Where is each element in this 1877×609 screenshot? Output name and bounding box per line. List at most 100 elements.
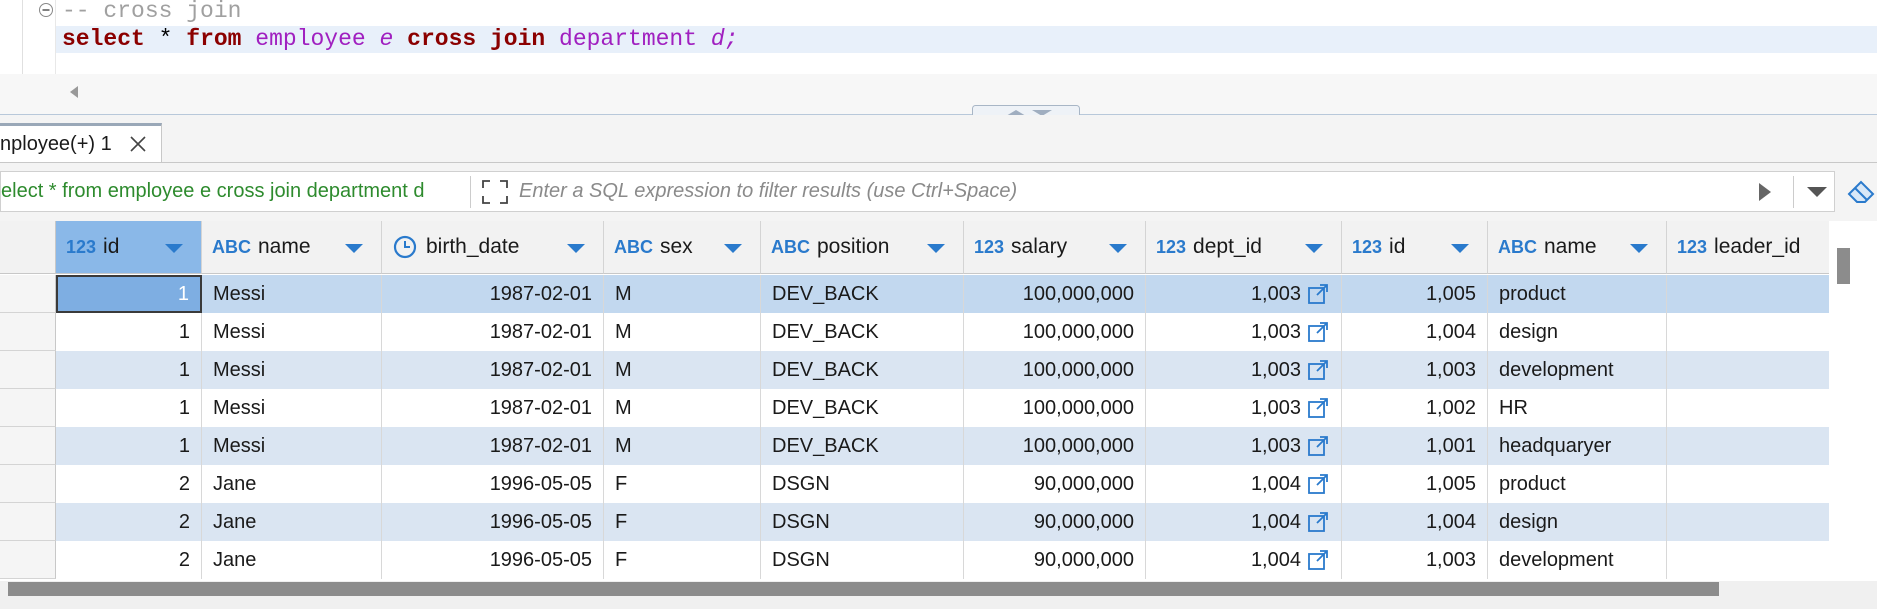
cell[interactable]: headquaryer [1488,427,1667,465]
cell[interactable]: DSGN [761,465,964,503]
cell[interactable]: 1,002 [1342,389,1488,427]
cell[interactable]: Jane [202,465,382,503]
row-header[interactable] [0,275,56,313]
cell[interactable]: 1 [56,427,202,465]
row-header[interactable] [0,389,56,427]
cell[interactable]: development [1488,541,1667,579]
cell[interactable]: 1987-02-01 [382,427,604,465]
cell[interactable]: 1,003 [1342,541,1488,579]
cell[interactable]: 2 [56,465,202,503]
cell[interactable]: 1987-02-01 [382,389,604,427]
cell[interactable]: Messi [202,427,382,465]
cell[interactable]: 100,000,000 [964,313,1146,351]
column-header[interactable]: 123 id [1342,221,1488,274]
cell[interactable]: 1,003 [1146,351,1342,389]
column-header[interactable]: birth_date [382,221,604,274]
cell[interactable]: 1996-05-05 [382,541,604,579]
cell[interactable]: Jane [202,503,382,541]
cell[interactable]: 1 [56,351,202,389]
cell[interactable]: 1,001 [1342,427,1488,465]
cell[interactable]: 1987-02-01 [382,313,604,351]
cell[interactable]: development [1488,351,1667,389]
column-header[interactable]: 123 id [56,221,202,274]
cell[interactable]: 1,003 [1146,389,1342,427]
filter-history[interactable] [1804,184,1830,200]
cell[interactable]: 90,000,000 [964,465,1146,503]
cell[interactable]: 13 [1667,275,1829,313]
column-header[interactable]: 123 salary [964,221,1146,274]
cell[interactable]: 1,004 [1146,465,1342,503]
cell[interactable]: product [1488,465,1667,503]
column-header[interactable]: ABC name [1488,221,1667,274]
cell[interactable]: 1987-02-01 [382,275,604,313]
cell[interactable]: 1,003 [1146,313,1342,351]
cell[interactable]: 1 [56,389,202,427]
clear-filter[interactable] [1845,174,1877,208]
apply-filter[interactable] [1756,181,1774,203]
cell[interactable]: 4 [1667,427,1829,465]
filter-query[interactable]: elect * from employee e cross join depar… [1,180,425,202]
column-header[interactable]: ABC sex [604,221,761,274]
cell[interactable]: 1 [1667,541,1829,579]
cell[interactable]: Jane [202,541,382,579]
cell[interactable]: design [1488,503,1667,541]
cell[interactable]: product [1488,275,1667,313]
cell[interactable]: Messi [202,389,382,427]
horizontal-thumb[interactable] [8,582,1719,596]
row-header[interactable] [0,503,56,541]
cell[interactable]: 1,005 [1342,465,1488,503]
column-header[interactable]: 123 leader_id [1667,221,1829,274]
row-header[interactable] [0,541,56,579]
cell[interactable]: 100,000,000 [964,389,1146,427]
cell[interactable]: 1,004 [1146,541,1342,579]
cell[interactable]: 100,000,000 [964,351,1146,389]
cell[interactable]: 1996-05-05 [382,465,604,503]
fold-icon[interactable] [38,2,54,18]
sql-editor[interactable]: -- cross join select * from employee e c… [0,0,1877,74]
expand-icon[interactable] [480,178,510,206]
cell[interactable]: F [604,541,761,579]
cell[interactable]: 3 [1667,313,1829,351]
cell[interactable]: design [1488,313,1667,351]
column-header[interactable]: ABC position [761,221,964,274]
cell[interactable]: 1 [1667,351,1829,389]
cell[interactable]: 1,004 [1146,503,1342,541]
cell[interactable]: 1,004 [1342,313,1488,351]
cell[interactable]: 1987-02-01 [382,351,604,389]
cell[interactable]: F [604,465,761,503]
cell[interactable]: 13 [1667,465,1829,503]
cell[interactable]: Messi [202,351,382,389]
cell[interactable]: DSGN [761,541,964,579]
cell[interactable]: 2 [56,503,202,541]
cell[interactable]: DEV_BACK [761,427,964,465]
row-header[interactable] [0,427,56,465]
cell[interactable]: M [604,351,761,389]
cell[interactable]: M [604,389,761,427]
column-header[interactable]: 123 dept_id [1146,221,1342,274]
cell[interactable]: Messi [202,275,382,313]
filter-placeholder[interactable]: Enter a SQL expression to filter results… [519,180,1018,202]
cell[interactable]: 1 [56,275,202,313]
scroll-left[interactable] [68,85,80,99]
cell[interactable]: 3 [1667,503,1829,541]
cell[interactable]: 90,000,000 [964,503,1146,541]
cell[interactable]: 1,005 [1342,275,1488,313]
cell[interactable]: DSGN [761,503,964,541]
cell[interactable]: F [604,503,761,541]
cell[interactable]: 1996-05-05 [382,503,604,541]
cell[interactable]: DEV_BACK [761,275,964,313]
cell[interactable]: 90,000,000 [964,541,1146,579]
cell[interactable]: 1 [56,313,202,351]
cell[interactable]: DEV_BACK [761,351,964,389]
cell[interactable]: M [604,275,761,313]
cell[interactable]: 100,000,000 [964,427,1146,465]
cell[interactable]: 6 [1667,389,1829,427]
tab-close[interactable] [128,134,148,154]
cell[interactable]: M [604,427,761,465]
vertical-thumb[interactable] [1837,248,1850,284]
cell[interactable]: M [604,313,761,351]
cell[interactable]: HR [1488,389,1667,427]
cell[interactable]: 100,000,000 [964,275,1146,313]
result-tab[interactable]: nployee(+) 1 [0,123,162,163]
cell[interactable]: 1,003 [1146,427,1342,465]
